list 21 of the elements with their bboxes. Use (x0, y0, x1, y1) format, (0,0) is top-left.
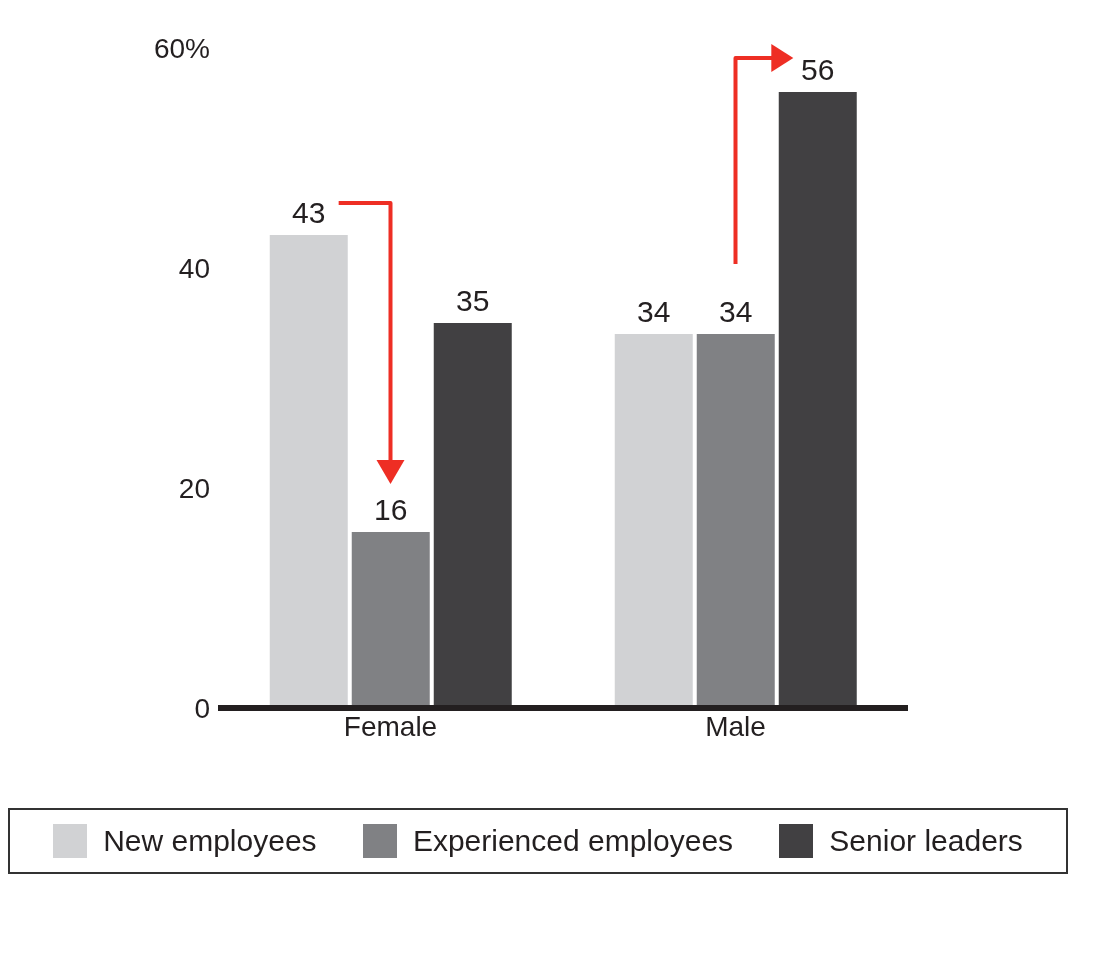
bar (433, 323, 512, 708)
data-label: 34 (637, 295, 671, 328)
data-label: 56 (801, 53, 835, 86)
bar (614, 334, 693, 708)
data-label: 34 (719, 295, 753, 328)
data-label: 35 (456, 284, 490, 317)
y-tick-label: 20 (178, 472, 210, 504)
y-tick-label: 40 (178, 252, 210, 284)
bar (696, 334, 775, 708)
y-tick-label: 60% (153, 32, 210, 64)
data-label: 16 (374, 493, 408, 526)
bar (778, 92, 857, 708)
bar (269, 235, 348, 708)
data-label: 43 (292, 196, 326, 229)
y-tick-label: 0 (194, 692, 210, 724)
x-tick-label: Female (343, 710, 438, 742)
legend-label: New employees (103, 824, 317, 858)
legend-label: Senior leaders (829, 824, 1023, 858)
bar (351, 532, 430, 708)
legend-label: Experienced employees (412, 824, 734, 858)
x-tick-label: Male (705, 710, 766, 742)
